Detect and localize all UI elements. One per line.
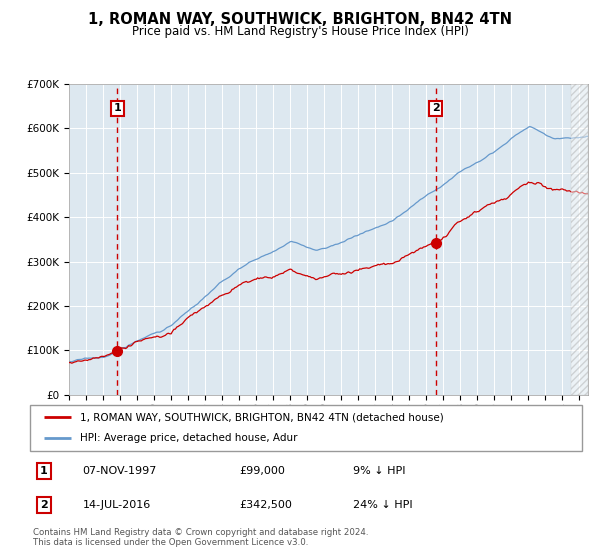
Text: 24% ↓ HPI: 24% ↓ HPI (353, 500, 413, 510)
Text: HPI: Average price, detached house, Adur: HPI: Average price, detached house, Adur (80, 433, 297, 444)
Text: 9% ↓ HPI: 9% ↓ HPI (353, 466, 406, 476)
Text: Contains HM Land Registry data © Crown copyright and database right 2024.
This d: Contains HM Land Registry data © Crown c… (33, 528, 368, 547)
Text: 2: 2 (431, 104, 439, 114)
Bar (571, 84, 588, 395)
FancyBboxPatch shape (30, 405, 582, 451)
Text: 07-NOV-1997: 07-NOV-1997 (82, 466, 157, 476)
Text: 1, ROMAN WAY, SOUTHWICK, BRIGHTON, BN42 4TN (detached house): 1, ROMAN WAY, SOUTHWICK, BRIGHTON, BN42 … (80, 412, 443, 422)
Text: 1: 1 (113, 104, 121, 114)
Text: 1, ROMAN WAY, SOUTHWICK, BRIGHTON, BN42 4TN: 1, ROMAN WAY, SOUTHWICK, BRIGHTON, BN42 … (88, 12, 512, 27)
Text: £99,000: £99,000 (240, 466, 286, 476)
Text: Price paid vs. HM Land Registry's House Price Index (HPI): Price paid vs. HM Land Registry's House … (131, 25, 469, 38)
Text: 1: 1 (40, 466, 47, 476)
Text: £342,500: £342,500 (240, 500, 293, 510)
Text: 2: 2 (40, 500, 47, 510)
Text: 14-JUL-2016: 14-JUL-2016 (82, 500, 151, 510)
